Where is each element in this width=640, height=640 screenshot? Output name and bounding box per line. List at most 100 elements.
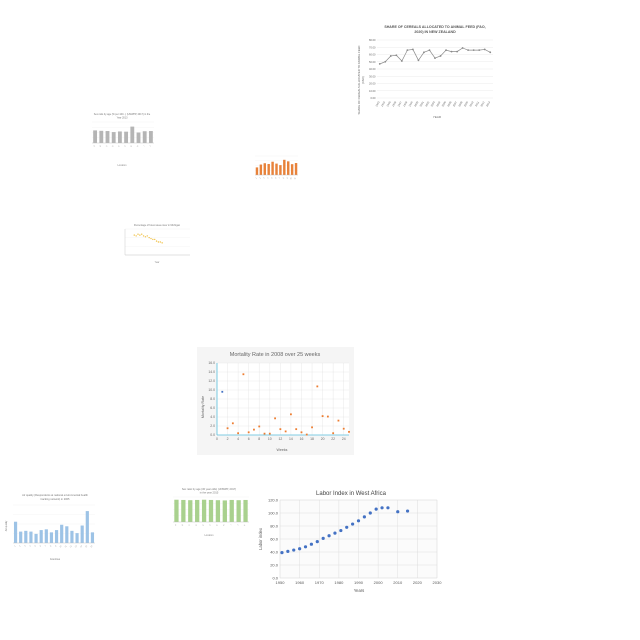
x-tick-label: 12 [70, 545, 74, 549]
data-point [154, 238, 156, 241]
x-tick-label: 2001 [418, 100, 425, 107]
chart-title: Labor Index in West Africa [316, 491, 387, 497]
y-tick-label: 0.0 [272, 575, 278, 580]
y-tick-label: 6.0 [210, 406, 215, 410]
x-tick-label: 2009 [463, 100, 470, 107]
bar [294, 163, 298, 175]
y-tick-label: 12.0 [208, 379, 215, 383]
data-point [386, 506, 390, 510]
x-tick-label: 2010 [468, 100, 475, 107]
x-tick-label: 15 [85, 545, 89, 549]
x-tick-label: 16 [90, 545, 94, 549]
labor-index-scatter-chart: Labor Index in West Africa Labor index Y… [254, 484, 446, 596]
data-point [417, 59, 420, 62]
x-tick-label: 11 [65, 545, 68, 549]
y-tick-label: 20.00 [369, 82, 376, 86]
x-tick-label: 2008 [457, 100, 464, 107]
data-point [139, 234, 141, 236]
y-tick-label: 70.00 [369, 45, 376, 49]
x-tick-label: 2 [259, 177, 262, 180]
bar [13, 521, 18, 543]
bar [148, 131, 153, 143]
x-tick-label: B [182, 524, 185, 527]
x-tick-label: 1998 [402, 100, 409, 107]
x-tick-label: 7 [279, 177, 282, 180]
data-point [161, 242, 163, 244]
bar [229, 499, 234, 522]
chart-title-line-1: Sex ratio by age (% per 100...) (UNWPP, … [94, 113, 151, 116]
x-tick-label: 16 [300, 437, 304, 441]
bar [142, 131, 147, 143]
x-tick-label: 20 [321, 437, 325, 441]
data-point [395, 54, 398, 57]
x-tick-label: 4 [237, 437, 239, 441]
data-point [137, 233, 139, 235]
green-chart-svg: Sex ratio by age (30 year olds) (UNWPP, … [173, 487, 249, 537]
x-axis-label: Countries [50, 558, 61, 561]
data-point [428, 49, 431, 52]
bar [60, 524, 64, 543]
data-point [342, 427, 345, 430]
x-tick-label: 11 [294, 177, 297, 181]
bar [222, 500, 227, 522]
data-point [279, 428, 282, 431]
data-point [368, 511, 372, 515]
x-tick-label: 2 [19, 545, 22, 548]
data-point [133, 234, 135, 236]
x-tick-label: 4 [267, 177, 270, 180]
orange-chart-svg: 1 2 3 4 5 6 7 8 9 10 11 [255, 155, 298, 181]
chart-title-line-1: Sex ratio by age (30 year olds) (UNWPP, … [182, 487, 236, 491]
bar [117, 131, 122, 143]
data-point [316, 385, 319, 388]
y-tick-label: 50.00 [369, 60, 376, 64]
x-tick-label: C [106, 145, 109, 148]
bar [259, 164, 263, 175]
data-point [450, 50, 453, 53]
data-point [400, 60, 403, 62]
bar [195, 499, 200, 522]
data-point [295, 428, 298, 431]
bar [236, 500, 241, 522]
bar [99, 130, 104, 143]
x-tick-label: 7 [45, 545, 48, 548]
orange-bar-chart: 1 2 3 4 5 6 7 8 9 10 11 [250, 150, 300, 190]
x-axis-label: Weeks [277, 448, 288, 452]
data-point [305, 433, 308, 436]
data-point [332, 432, 335, 435]
data-point [286, 549, 290, 553]
x-tick-label: E [118, 145, 121, 148]
bar [255, 167, 259, 175]
y-tick-label: 8.0 [210, 397, 215, 401]
y-tick-label: 30.00 [369, 74, 376, 78]
x-tick-label: A [93, 144, 97, 147]
y-tick-label: 80.00 [369, 38, 376, 42]
data-point [351, 522, 355, 526]
x-tick-label: 10 [268, 437, 272, 441]
data-point [135, 235, 137, 237]
bar [65, 526, 69, 543]
air-quality-chart-svg: Air quality (Respondents at national env… [5, 493, 95, 561]
data-point [339, 528, 343, 533]
x-tick-label: G [131, 145, 134, 148]
x-tick-label: 0 [216, 437, 218, 441]
x-tick-label: I [231, 524, 233, 526]
air-quality-bar-chart: Air quality (Respondents at national env… [3, 490, 98, 565]
x-tick-label: 2000 [413, 100, 420, 107]
data-point [237, 432, 240, 435]
bar [181, 499, 186, 522]
data-point [327, 534, 331, 538]
x-tick-label: 9 [55, 545, 58, 548]
x-tick-label: 2006 [446, 100, 453, 107]
x-tick-label: 6 [40, 545, 43, 548]
x-tick-label: 2003 [430, 100, 437, 107]
bar [287, 161, 290, 175]
x-axis-label: YEAR [433, 115, 442, 119]
data-point [303, 545, 308, 549]
bar [283, 159, 286, 175]
data-point [362, 515, 366, 519]
data-point [148, 236, 150, 239]
x-tick-label: 8 [50, 545, 53, 548]
bar [201, 499, 207, 522]
x-tick-label: 1 [14, 545, 17, 548]
data-point [326, 415, 329, 418]
